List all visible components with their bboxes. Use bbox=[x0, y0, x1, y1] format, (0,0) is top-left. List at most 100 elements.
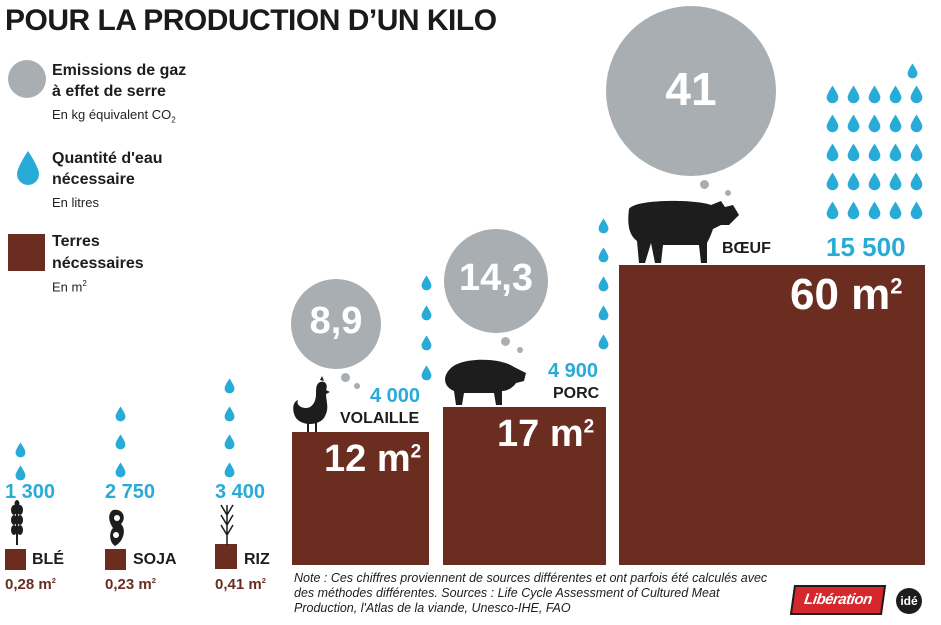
water-drop-icon bbox=[421, 305, 432, 321]
water-drop-icon bbox=[847, 85, 860, 104]
water-drop-icon bbox=[910, 85, 923, 104]
water-drop-icon bbox=[598, 276, 609, 292]
water-drop-icon bbox=[847, 172, 860, 191]
water-drop-icon bbox=[421, 335, 432, 351]
water-drop-icon bbox=[907, 63, 918, 79]
water-value-ble: 1 300 bbox=[5, 481, 56, 503]
water-drop-icon bbox=[224, 434, 235, 450]
water-drop-icon bbox=[889, 85, 902, 104]
water-drop-icon bbox=[868, 114, 881, 133]
liberation-logo: Libération bbox=[789, 585, 887, 615]
gas-value-volaille: 8,9 bbox=[309, 300, 363, 343]
water-drop-icon bbox=[15, 465, 26, 481]
cow-icon bbox=[628, 200, 739, 263]
item-name-riz: RIZ bbox=[244, 551, 270, 568]
gas-legend-label-2: à effet de serre bbox=[52, 83, 166, 100]
water-drop-icon bbox=[598, 305, 609, 321]
water-drop-icon bbox=[910, 172, 923, 191]
water-drop-icon bbox=[826, 143, 839, 162]
ide-badge: idé bbox=[896, 588, 922, 614]
water-drop-icon bbox=[598, 247, 609, 263]
land-value-volaille: 12 m2 bbox=[324, 438, 422, 480]
water-drop-icon bbox=[889, 143, 902, 162]
water-drop-icon bbox=[910, 114, 923, 133]
water-drop-icon bbox=[826, 201, 839, 220]
gas-bubble-small bbox=[516, 347, 523, 353]
water-drop-icon bbox=[910, 143, 923, 162]
gas-value-porc: 14,3 bbox=[459, 257, 533, 300]
land-legend-unit: En m2 bbox=[52, 279, 87, 295]
water-drop-icon bbox=[847, 201, 860, 220]
water-drop-icon bbox=[826, 114, 839, 133]
water-drop-icon bbox=[826, 172, 839, 191]
land-value-ble: 0,28 m2 bbox=[5, 576, 56, 593]
land-value-soja: 0,23 m2 bbox=[105, 576, 156, 593]
item-name-volaille: VOLAILLE bbox=[340, 410, 420, 427]
water-drop-icon bbox=[826, 85, 839, 104]
land-bar-ble bbox=[5, 549, 26, 570]
water-drop-icon bbox=[224, 406, 235, 422]
gas-bubble-small bbox=[501, 337, 511, 346]
page-title: POUR LA PRODUCTION D’UN KILO bbox=[5, 4, 497, 37]
water-value-soja: 2 750 bbox=[105, 481, 156, 503]
water-drop-icon bbox=[868, 172, 881, 191]
water-drop-icon bbox=[598, 218, 609, 234]
land-bar-soja bbox=[105, 549, 126, 570]
pig-icon bbox=[445, 359, 526, 405]
gas-bubble-porc bbox=[444, 229, 548, 333]
water-value-porc: 4 900 bbox=[548, 360, 599, 382]
land-bar-riz bbox=[215, 544, 237, 569]
water-drop-icon bbox=[224, 462, 235, 478]
item-name-soja: SOJA bbox=[133, 551, 177, 568]
water-drop-icon bbox=[868, 201, 881, 220]
land-bar-boeuf bbox=[619, 265, 925, 565]
water-drop-icon bbox=[889, 201, 902, 220]
land-legend-label-2: nécessaires bbox=[52, 255, 144, 272]
water-legend-unit: En litres bbox=[52, 195, 99, 210]
item-name-boeuf: BŒUF bbox=[722, 240, 771, 257]
water-value-boeuf: 15 500 bbox=[826, 232, 906, 262]
water-drop-icon bbox=[868, 143, 881, 162]
water-drop-icon bbox=[115, 462, 126, 478]
water-value-volaille: 4 000 bbox=[370, 385, 421, 407]
gas-bubble-small bbox=[340, 373, 350, 382]
gas-bubble-volaille bbox=[291, 279, 381, 369]
gas-legend-unit: En kg équivalent CO2 bbox=[52, 107, 176, 125]
gas-value-boeuf: 41 bbox=[665, 63, 717, 116]
water-drop-icon bbox=[889, 172, 902, 191]
gas-bubble-boeuf bbox=[606, 6, 776, 176]
water-drop-icon bbox=[910, 201, 923, 220]
gas-bubble-small bbox=[725, 190, 731, 196]
gas-legend-icon bbox=[8, 60, 46, 98]
wheat-icon bbox=[11, 500, 23, 545]
land-legend-label-1: Terres bbox=[52, 233, 100, 250]
chicken-icon bbox=[293, 376, 330, 432]
gas-legend-label-1: Emissions de gaz bbox=[52, 62, 187, 79]
note: Note : Ces chiffres proviennent de sourc… bbox=[294, 571, 768, 615]
water-legend-label-1: Quantité d'eau bbox=[52, 150, 163, 167]
land-value-boeuf: 60 m2 bbox=[790, 270, 903, 319]
water-drop-icon bbox=[115, 406, 126, 422]
land-value-porc: 17 m2 bbox=[497, 413, 595, 455]
soybean-icon bbox=[109, 509, 124, 546]
rice-icon bbox=[220, 504, 234, 545]
gas-bubble-small bbox=[699, 180, 709, 189]
water-drop-icon bbox=[889, 114, 902, 133]
land-value-riz: 0,41 m2 bbox=[215, 576, 266, 593]
water-drop-icon bbox=[421, 365, 432, 381]
water-drop-icon bbox=[598, 334, 609, 350]
water-drop-icon bbox=[847, 114, 860, 133]
gas-bubble-small bbox=[354, 383, 360, 389]
water-drop-icon bbox=[115, 434, 126, 450]
item-name-ble: BLÉ bbox=[32, 551, 64, 568]
water-legend-icon bbox=[17, 151, 39, 185]
water-value-riz: 3 400 bbox=[215, 481, 266, 503]
water-drop-icon bbox=[224, 378, 235, 394]
water-drop-icon bbox=[421, 275, 432, 291]
water-drop-icon bbox=[15, 442, 26, 458]
land-bar-volaille bbox=[292, 432, 429, 565]
land-legend-icon bbox=[8, 234, 45, 271]
water-drop-icon bbox=[868, 85, 881, 104]
water-drop-icon bbox=[847, 143, 860, 162]
item-name-porc: PORC bbox=[553, 385, 600, 402]
